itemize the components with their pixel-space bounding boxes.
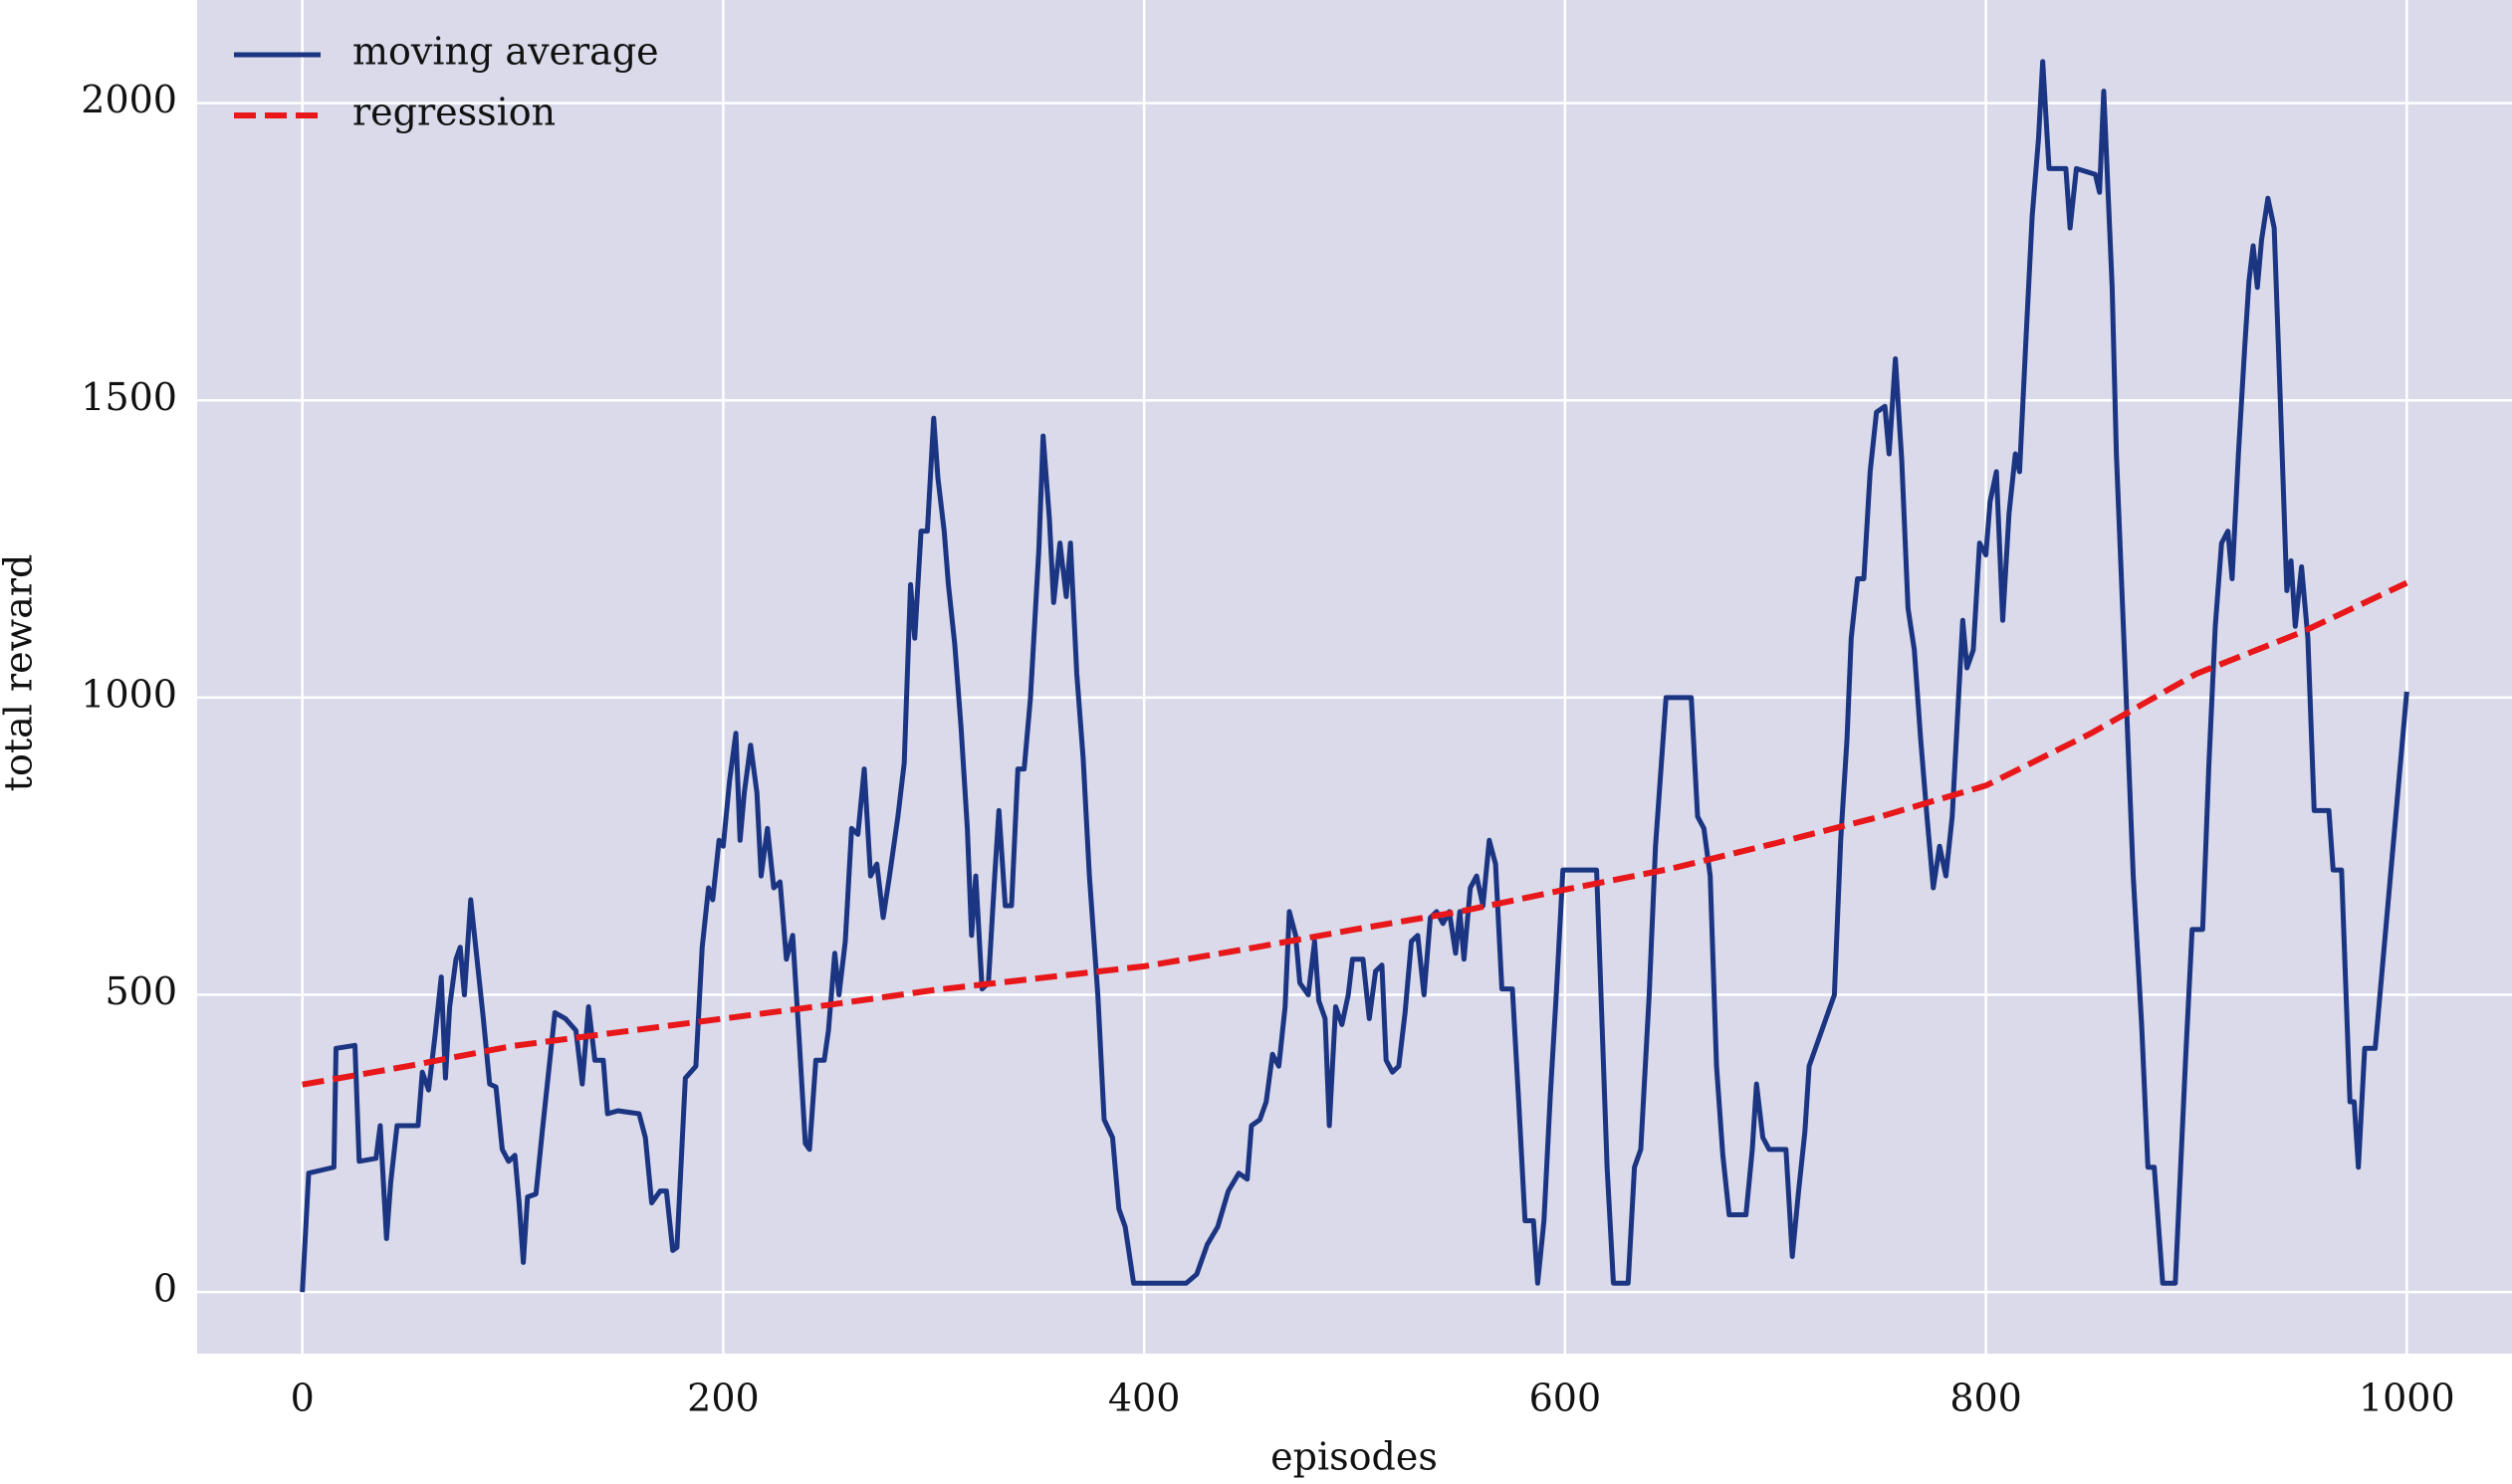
y-tick-label: 2000	[81, 78, 177, 121]
legend-label: moving average	[352, 30, 659, 74]
y-tick-label: 1500	[81, 375, 177, 419]
legend-label: regression	[352, 91, 556, 134]
y-tick-label: 1000	[81, 672, 177, 716]
y-axis-label: total reward	[0, 554, 41, 792]
x-tick-label: 400	[1108, 1377, 1181, 1420]
plot-area	[197, 0, 2512, 1354]
y-tick-label: 0	[153, 1267, 177, 1311]
x-axis-label: episodes	[1270, 1435, 1438, 1479]
x-tick-label: 200	[687, 1377, 760, 1420]
y-tick-label: 500	[105, 969, 177, 1013]
x-tick-label: 600	[1529, 1377, 1602, 1420]
regression-line	[302, 579, 2408, 1088]
x-tick-label: 1000	[2359, 1377, 2455, 1420]
series-line	[300, 59, 2409, 1293]
x-tick-label: 800	[1949, 1377, 2022, 1420]
x-tick-label: 0	[291, 1377, 315, 1420]
